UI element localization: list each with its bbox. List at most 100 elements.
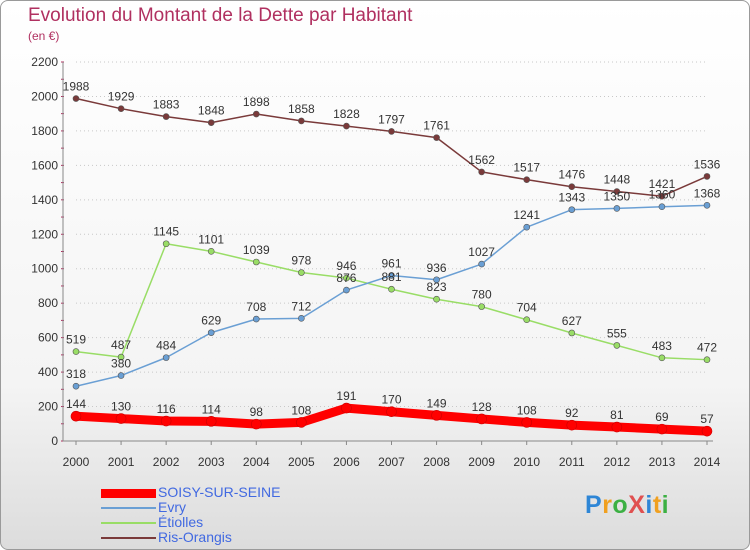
data-point: [72, 95, 80, 102]
data-label: 1797: [378, 112, 405, 126]
data-point: [568, 206, 576, 213]
y-tick-label: 0: [51, 434, 58, 448]
data-label: 629: [201, 314, 221, 328]
data-label: 191: [336, 389, 356, 403]
data-label: 98: [250, 405, 264, 419]
data-point: [613, 342, 621, 349]
legend-label: Ris-Orangis: [158, 529, 232, 545]
data-point: [478, 303, 485, 310]
logo-letter: i: [661, 491, 670, 519]
data-point: [117, 372, 125, 379]
data-point: [117, 353, 125, 361]
y-tick-label: 1400: [31, 193, 58, 207]
data-point: [298, 269, 305, 276]
data-point: [343, 274, 350, 282]
data-point: [252, 110, 260, 118]
legend-label: SOISY-SUR-SEINE: [158, 484, 281, 500]
data-label: 978: [291, 254, 311, 268]
data-label: 69: [655, 410, 669, 424]
data-point: [386, 406, 397, 418]
data-label: 380: [111, 357, 131, 371]
data-label: 1343: [558, 191, 585, 205]
data-point: [433, 134, 440, 141]
x-tick-label: 2014: [694, 455, 721, 469]
legend-label: Evry: [158, 499, 186, 515]
data-point: [72, 348, 80, 355]
logo-letter: r: [602, 491, 613, 519]
x-tick-label: 2001: [108, 455, 135, 469]
data-label: 1517: [513, 161, 540, 175]
data-point: [431, 410, 442, 421]
y-tick-label: 200: [38, 400, 58, 414]
data-point: [523, 223, 531, 231]
data-label: 149: [427, 396, 447, 410]
data-label: 555: [607, 326, 627, 340]
x-tick-label: 2000: [63, 455, 90, 469]
chart-subtitle: (en €): [28, 29, 60, 43]
data-label: 1350: [604, 189, 631, 203]
data-point: [701, 425, 713, 437]
logo-letter: P: [585, 491, 603, 519]
x-tick-label: 2010: [513, 455, 540, 469]
data-label: 1828: [333, 107, 360, 121]
logo-letter: i: [645, 491, 653, 519]
y-tick-label: 2200: [31, 55, 58, 69]
data-point: [478, 260, 485, 268]
legend-swatch: [101, 522, 156, 524]
data-point: [207, 248, 215, 255]
data-label: 108: [517, 403, 537, 417]
data-label: 1988: [63, 80, 90, 94]
data-label: 1536: [694, 157, 721, 171]
data-label: 519: [66, 333, 86, 347]
data-point: [523, 176, 531, 183]
data-point: [205, 416, 217, 427]
data-point: [566, 419, 578, 431]
data-point: [613, 205, 621, 212]
y-tick-label: 2000: [31, 89, 58, 103]
data-point: [341, 402, 352, 414]
x-tick-label: 2006: [333, 455, 360, 469]
data-label: 128: [472, 400, 492, 414]
data-point: [207, 329, 215, 336]
logo-letter: o: [612, 491, 629, 519]
data-point: [703, 173, 711, 180]
data-point: [388, 128, 395, 135]
data-point: [433, 276, 440, 284]
data-label: 472: [697, 341, 717, 355]
data-label: 1448: [604, 173, 631, 187]
data-point: [658, 203, 666, 211]
data-point: [433, 295, 440, 303]
y-tick-label: 1200: [31, 227, 58, 241]
data-point: [250, 418, 262, 430]
x-tick-label: 2012: [604, 455, 631, 469]
data-point: [388, 272, 395, 279]
data-label: 116: [157, 402, 176, 416]
legend-label: Étiolles: [158, 514, 204, 530]
x-tick-label: 2005: [288, 455, 315, 469]
data-point: [162, 354, 170, 361]
data-point: [343, 286, 350, 294]
data-label: 81: [610, 408, 624, 422]
data-label: 130: [111, 400, 131, 414]
data-label: 1145: [153, 225, 179, 239]
data-point: [568, 183, 576, 191]
proxiti-logo: ProXiti: [585, 491, 669, 520]
data-label: 712: [291, 299, 311, 313]
data-label: 484: [156, 339, 176, 353]
data-point: [298, 117, 305, 125]
data-label: 1241: [513, 208, 540, 222]
logo-letter: X: [628, 491, 646, 519]
data-label: 318: [66, 367, 86, 381]
y-tick-label: 800: [38, 296, 58, 310]
data-point: [252, 258, 260, 266]
data-point: [298, 315, 305, 322]
data-label: 108: [291, 403, 311, 417]
data-point: [252, 315, 260, 323]
chart-title: Evolution du Montant de la Dette par Hab…: [28, 5, 413, 26]
x-tick-label: 2007: [378, 455, 405, 469]
data-label: 1360: [649, 188, 676, 202]
data-label: 114: [202, 402, 221, 416]
x-tick-label: 2011: [559, 455, 585, 469]
data-point: [160, 415, 172, 427]
